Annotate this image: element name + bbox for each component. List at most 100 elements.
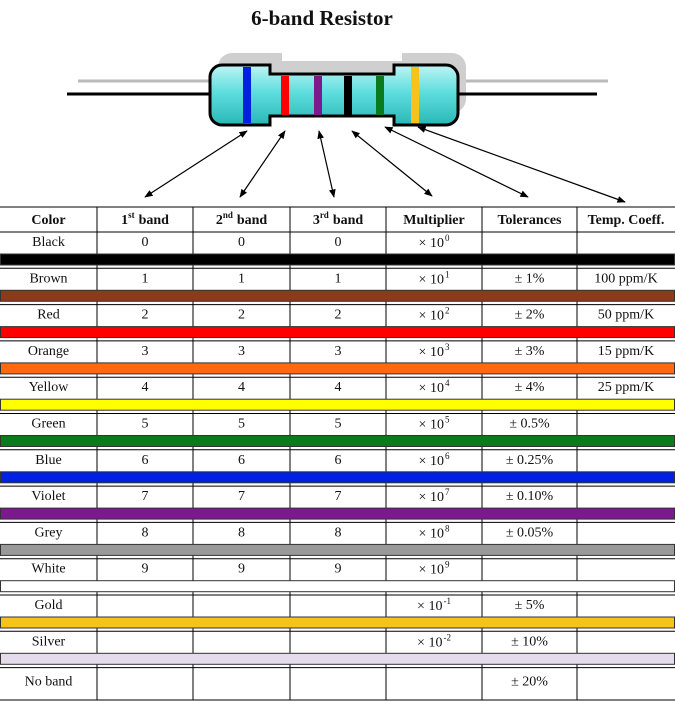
multiplier: × 10-2 [417, 632, 451, 650]
multiplier-exp: 2 [445, 306, 450, 316]
multiplier-base: × 10 [419, 236, 444, 251]
digit: 8 [142, 525, 149, 540]
multiplier: × 103 [419, 342, 450, 360]
header-text: Color [31, 213, 65, 228]
tolerance: ± 2% [515, 308, 545, 323]
temp-coeff: 15 ppm/K [598, 344, 654, 359]
multiplier-base: × 10 [419, 272, 444, 287]
header-number: 2 [216, 213, 223, 228]
multiplier-exp: -2 [443, 632, 451, 642]
digit: 5 [142, 417, 149, 432]
digit: 9 [238, 562, 245, 577]
multiplier-exp: 9 [445, 560, 450, 570]
multiplier-base: × 10 [419, 490, 444, 505]
multiplier: × 104 [419, 378, 450, 396]
multiplier-exp: 8 [445, 523, 450, 533]
color-name: Silver [32, 634, 66, 649]
color-band [0, 435, 675, 447]
header-number: 3 [313, 213, 320, 228]
tolerance: ± 10% [511, 634, 548, 649]
color-band [0, 652, 675, 665]
header-cell: Multiplier [403, 213, 464, 228]
title: 6-band Resistor [251, 6, 393, 30]
digit: 7 [335, 489, 342, 504]
digit: 5 [238, 417, 245, 432]
multiplier: × 106 [419, 451, 450, 469]
tolerance: ± 5% [515, 598, 545, 613]
color-name: No band [25, 675, 73, 690]
multiplier: × 105 [419, 415, 450, 433]
header-text: Tolerances [497, 213, 562, 228]
multiplier: × 101 [419, 269, 450, 287]
arrows [144, 126, 626, 203]
header-text: Multiplier [403, 213, 464, 228]
multiplier-base: × 10 [417, 599, 442, 614]
digit: 2 [238, 308, 245, 323]
multiplier-exp: 1 [445, 269, 450, 279]
multiplier-exp: 5 [445, 415, 450, 425]
digit: 6 [142, 453, 149, 468]
digit: 6 [335, 453, 342, 468]
color-band [0, 543, 675, 556]
color-band [0, 326, 675, 339]
digit: 3 [142, 344, 149, 359]
header-sup: st [128, 210, 135, 220]
color-name: Yellow [29, 380, 70, 395]
header-text: band [139, 213, 170, 228]
digit: 2 [142, 308, 149, 323]
header-sup: nd [223, 210, 233, 220]
header-cell: Tolerances [497, 213, 562, 228]
color-name: Violet [31, 489, 65, 504]
color-name: Brown [29, 271, 67, 286]
tolerance: ± 4% [515, 380, 545, 395]
header-text: band [237, 213, 268, 228]
digit: 8 [238, 525, 245, 540]
multiplier: × 102 [419, 306, 450, 324]
tolerance: ± 3% [515, 344, 545, 359]
color-name: Green [31, 417, 65, 432]
tolerance: ± 0.25% [506, 453, 554, 468]
tolerance: ± 0.05% [506, 525, 554, 540]
header-text: band [333, 213, 364, 228]
digit: 1 [335, 271, 342, 286]
multiplier-exp: 4 [445, 378, 450, 388]
color-band [0, 616, 675, 629]
multiplier-base: × 10 [419, 563, 444, 578]
digit: 1 [238, 271, 245, 286]
header-cell: Color [31, 213, 65, 228]
multiplier-base: × 10 [419, 526, 444, 541]
color-band [0, 289, 675, 302]
multiplier-base: × 10 [419, 345, 444, 360]
color-name: Blue [35, 453, 61, 468]
digit: 0 [335, 235, 342, 250]
multiplier: × 10-1 [417, 596, 451, 614]
tolerance: ± 1% [515, 271, 545, 286]
multiplier: × 100 [419, 233, 450, 251]
multiplier: × 108 [419, 523, 450, 541]
digit: 9 [335, 562, 342, 577]
color-band [0, 507, 675, 520]
temp-coeff: 100 ppm/K [594, 271, 657, 286]
digit: 7 [142, 489, 149, 504]
multiplier-base: × 10 [419, 418, 444, 433]
tolerance: ± 0.5% [509, 417, 550, 432]
resistor [67, 53, 608, 127]
header-number: 1 [121, 213, 128, 228]
temp-coeff: 50 ppm/K [598, 308, 654, 323]
header-sup: rd [320, 210, 329, 220]
digit: 6 [238, 453, 245, 468]
digit: 5 [335, 417, 342, 432]
multiplier: × 109 [419, 560, 450, 578]
header-cell: 3rd band [313, 210, 364, 228]
table: Color 1st band 2nd band 3rd band Multiplier Tole… [0, 206, 675, 701]
digit: 8 [335, 525, 342, 540]
multiplier-base: × 10 [419, 381, 444, 396]
multiplier-exp: 6 [445, 451, 450, 461]
color-band [0, 398, 675, 411]
color-band [0, 253, 675, 266]
tolerance: ± 20% [511, 675, 548, 690]
digit: 4 [335, 380, 342, 395]
header-cell: Temp. Coeff. [588, 213, 665, 228]
